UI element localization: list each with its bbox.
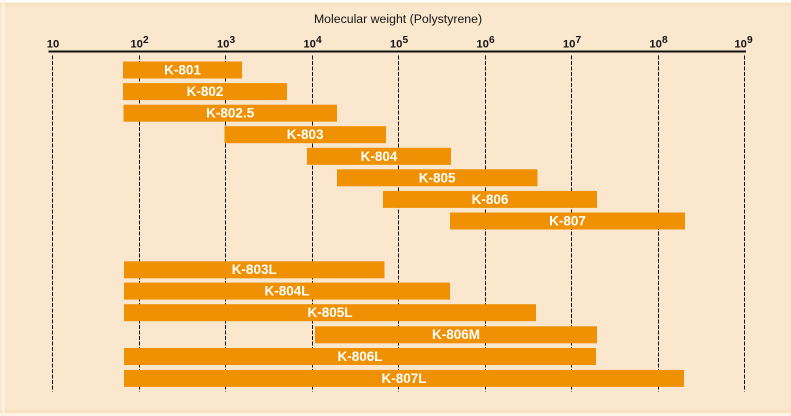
svg-text:K-805L: K-805L xyxy=(307,305,352,320)
svg-text:108: 108 xyxy=(649,35,668,50)
svg-text:K-807L: K-807L xyxy=(381,371,426,386)
svg-text:K-803L: K-803L xyxy=(232,262,277,277)
svg-text:K-806L: K-806L xyxy=(337,349,382,364)
svg-text:10: 10 xyxy=(47,39,60,51)
svg-text:K-804L: K-804L xyxy=(264,284,309,299)
svg-text:103: 103 xyxy=(217,35,236,50)
svg-text:104: 104 xyxy=(303,35,322,50)
svg-text:K-805: K-805 xyxy=(419,170,456,185)
svg-text:106: 106 xyxy=(476,35,495,50)
svg-text:105: 105 xyxy=(390,35,409,50)
svg-text:K-807: K-807 xyxy=(549,214,586,229)
svg-text:102: 102 xyxy=(130,35,149,50)
svg-text:107: 107 xyxy=(563,35,582,50)
svg-text:109: 109 xyxy=(734,35,753,50)
svg-text:Molecular weight (Polystyrene): Molecular weight (Polystyrene) xyxy=(314,12,482,26)
svg-text:K-804: K-804 xyxy=(361,149,398,164)
svg-text:K-806M: K-806M xyxy=(432,327,480,342)
svg-text:K-801: K-801 xyxy=(164,63,201,78)
svg-text:K-802.5: K-802.5 xyxy=(206,106,255,121)
svg-text:K-803: K-803 xyxy=(287,127,324,142)
svg-text:K-802: K-802 xyxy=(187,84,224,99)
svg-text:K-806: K-806 xyxy=(472,192,509,207)
